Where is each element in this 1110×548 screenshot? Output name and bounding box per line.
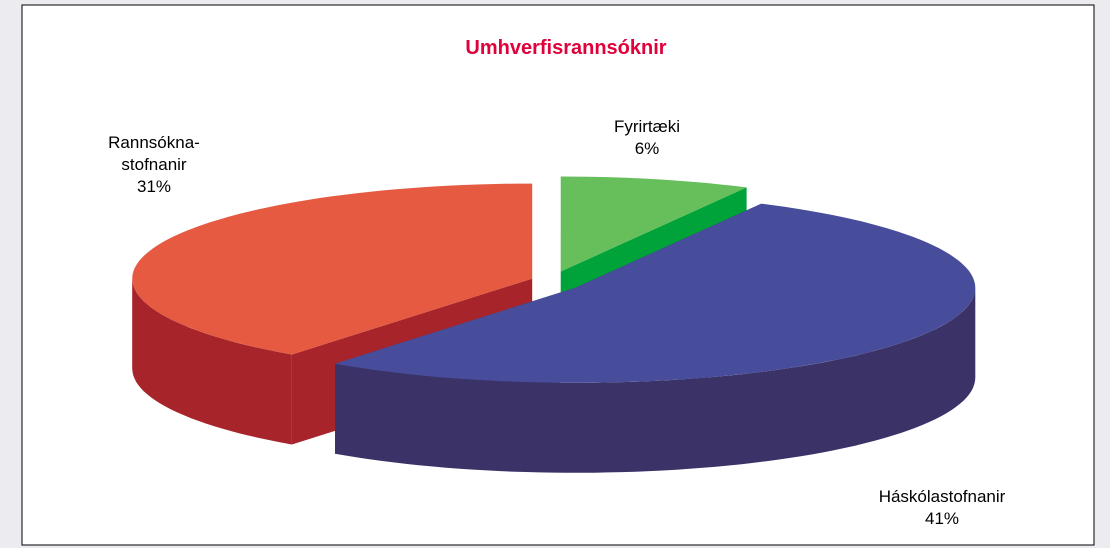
slice-side bbox=[132, 278, 292, 445]
slice-value-label: 6% bbox=[635, 139, 660, 158]
slice bbox=[335, 203, 976, 473]
slice-label: Háskólastofnanir bbox=[879, 487, 1006, 506]
slice bbox=[560, 176, 747, 272]
slice-label: Fyrirtæki bbox=[614, 117, 680, 136]
slice-side bbox=[335, 287, 976, 473]
chart-title: Umhverfisrannsóknir bbox=[465, 37, 666, 59]
slice-value-label: 31% bbox=[137, 177, 171, 196]
slice bbox=[335, 203, 976, 383]
slice bbox=[132, 183, 533, 355]
slice-value-label: 41% bbox=[925, 509, 959, 528]
slice-label: Rannsókna-stofnanir bbox=[108, 133, 200, 174]
